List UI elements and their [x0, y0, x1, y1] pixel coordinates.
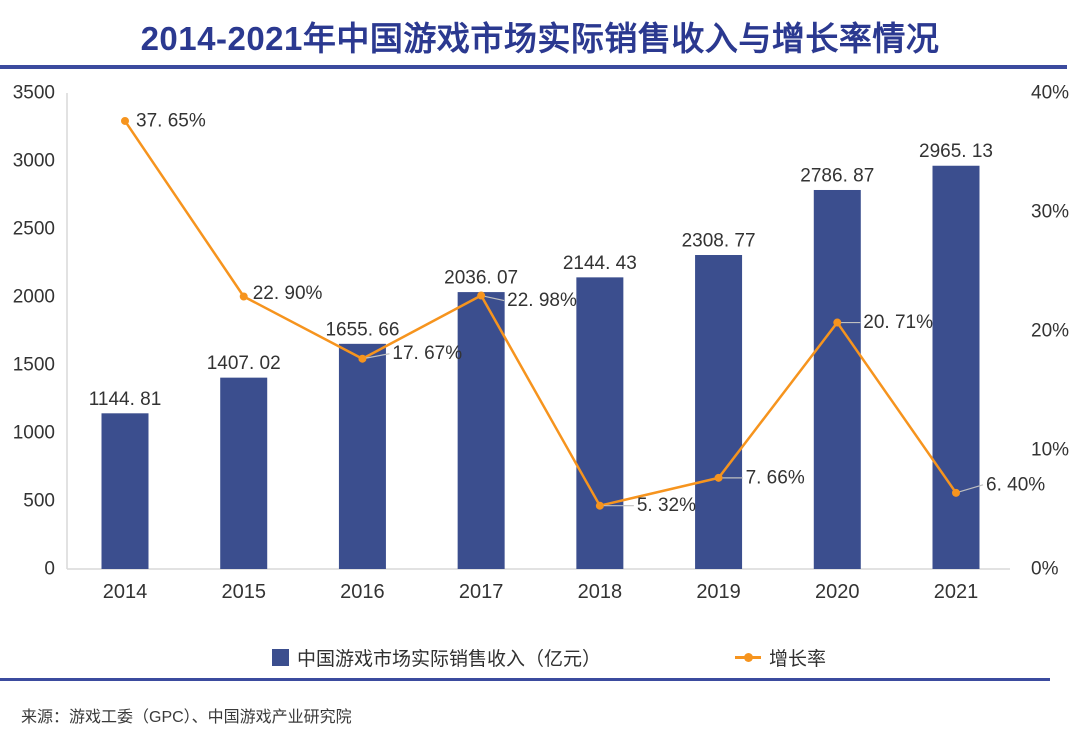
title-underline	[0, 65, 1067, 69]
revenue-bar	[338, 343, 386, 569]
chart-legend: 中国游戏市场实际销售收入（亿元） 增长率	[0, 644, 1080, 670]
x-axis-year-label: 2018	[578, 581, 623, 603]
growth-point	[477, 291, 486, 300]
revenue-bar	[695, 255, 743, 570]
growth-point	[952, 488, 960, 497]
footer-divider	[0, 678, 1050, 681]
bar-value-label: 2036. 07	[444, 268, 518, 289]
bar-value-label: 2308. 77	[682, 231, 756, 252]
x-axis-year-label: 2016	[340, 581, 385, 603]
bar-value-label: 2965. 13	[919, 141, 993, 162]
y-axis-right-tick: 40%	[1031, 83, 1069, 104]
y-axis-left-tick: 0	[44, 559, 55, 580]
growth-value-label: 22. 90%	[253, 283, 323, 304]
x-axis-year-label: 2017	[459, 581, 504, 603]
growth-point	[121, 116, 129, 125]
bar-value-label: 1407. 02	[207, 353, 281, 374]
chart-title: 2014-2021年中国游戏市场实际销售收入与增长率情况	[140, 20, 940, 57]
growth-point	[358, 354, 367, 363]
x-axis-year-label: 2015	[221, 581, 266, 603]
growth-point	[239, 292, 248, 301]
y-axis-left-tick: 1000	[13, 423, 55, 444]
bar-value-label: 1655. 66	[325, 319, 399, 340]
legend-item-growth: 增长率	[735, 644, 826, 670]
legend-item-revenue: 中国游戏市场实际销售收入（亿元）	[272, 644, 601, 670]
growth-value-label: 37. 65%	[136, 110, 206, 131]
growth-value-label: 20. 71%	[863, 312, 933, 333]
legend-growth-label: 增长率	[769, 648, 827, 670]
y-axis-right-tick: 20%	[1031, 321, 1069, 342]
source-note: 来源：游戏工委（GPC）、中国游戏产业研究院	[21, 709, 352, 726]
growth-value-label: 17. 67%	[392, 343, 462, 364]
legend-revenue-label: 中国游戏市场实际销售收入（亿元）	[297, 648, 602, 670]
y-axis-left-tick: 3500	[13, 83, 55, 104]
revenue-bar	[101, 413, 149, 569]
growth-value-label: 5. 32%	[637, 495, 696, 516]
growth-value-label: 22. 98%	[507, 290, 577, 311]
y-axis-left-tick: 3000	[13, 151, 55, 172]
revenue-bar	[220, 377, 268, 569]
combo-chart-plot: 3500 3000 2500 2000 1500 1000 500 0 40% 30% 20% 10%…	[13, 83, 1069, 604]
bar-series-swatch-icon	[272, 648, 289, 666]
y-axis-right-tick: 10%	[1031, 440, 1069, 461]
bar-value-label: 2144. 43	[563, 253, 637, 274]
growth-point	[833, 318, 842, 327]
growth-value-label: 6. 40%	[986, 474, 1045, 495]
x-axis-year-label: 2020	[815, 581, 860, 603]
line-series-swatch-icon	[735, 652, 761, 662]
growth-value-label: 7. 66%	[746, 467, 805, 488]
y-axis-left-tick: 2000	[13, 287, 55, 308]
bar-value-label: 1144. 81	[89, 389, 162, 410]
revenue-bar	[576, 277, 624, 569]
growth-line	[123, 120, 958, 507]
y-axis-right-tick: 0%	[1031, 559, 1059, 580]
x-axis-year-label: 2019	[696, 581, 741, 603]
y-axis-left-tick: 2500	[13, 219, 55, 240]
label-leader-line	[955, 484, 984, 494]
y-axis-left-tick: 1500	[13, 355, 55, 376]
x-axis-year-label: 2014	[103, 581, 148, 603]
revenue-bar	[457, 292, 505, 569]
revenue-bar	[932, 165, 980, 570]
label-leader-line	[362, 353, 390, 360]
y-axis-left-tick: 500	[23, 491, 55, 512]
growth-point	[595, 501, 604, 510]
growth-point	[714, 473, 723, 482]
revenue-bar	[813, 189, 861, 569]
bar-value-label: 2786. 87	[800, 165, 874, 186]
x-axis-year-label: 2021	[934, 581, 979, 603]
y-axis-right-tick: 30%	[1031, 202, 1069, 223]
